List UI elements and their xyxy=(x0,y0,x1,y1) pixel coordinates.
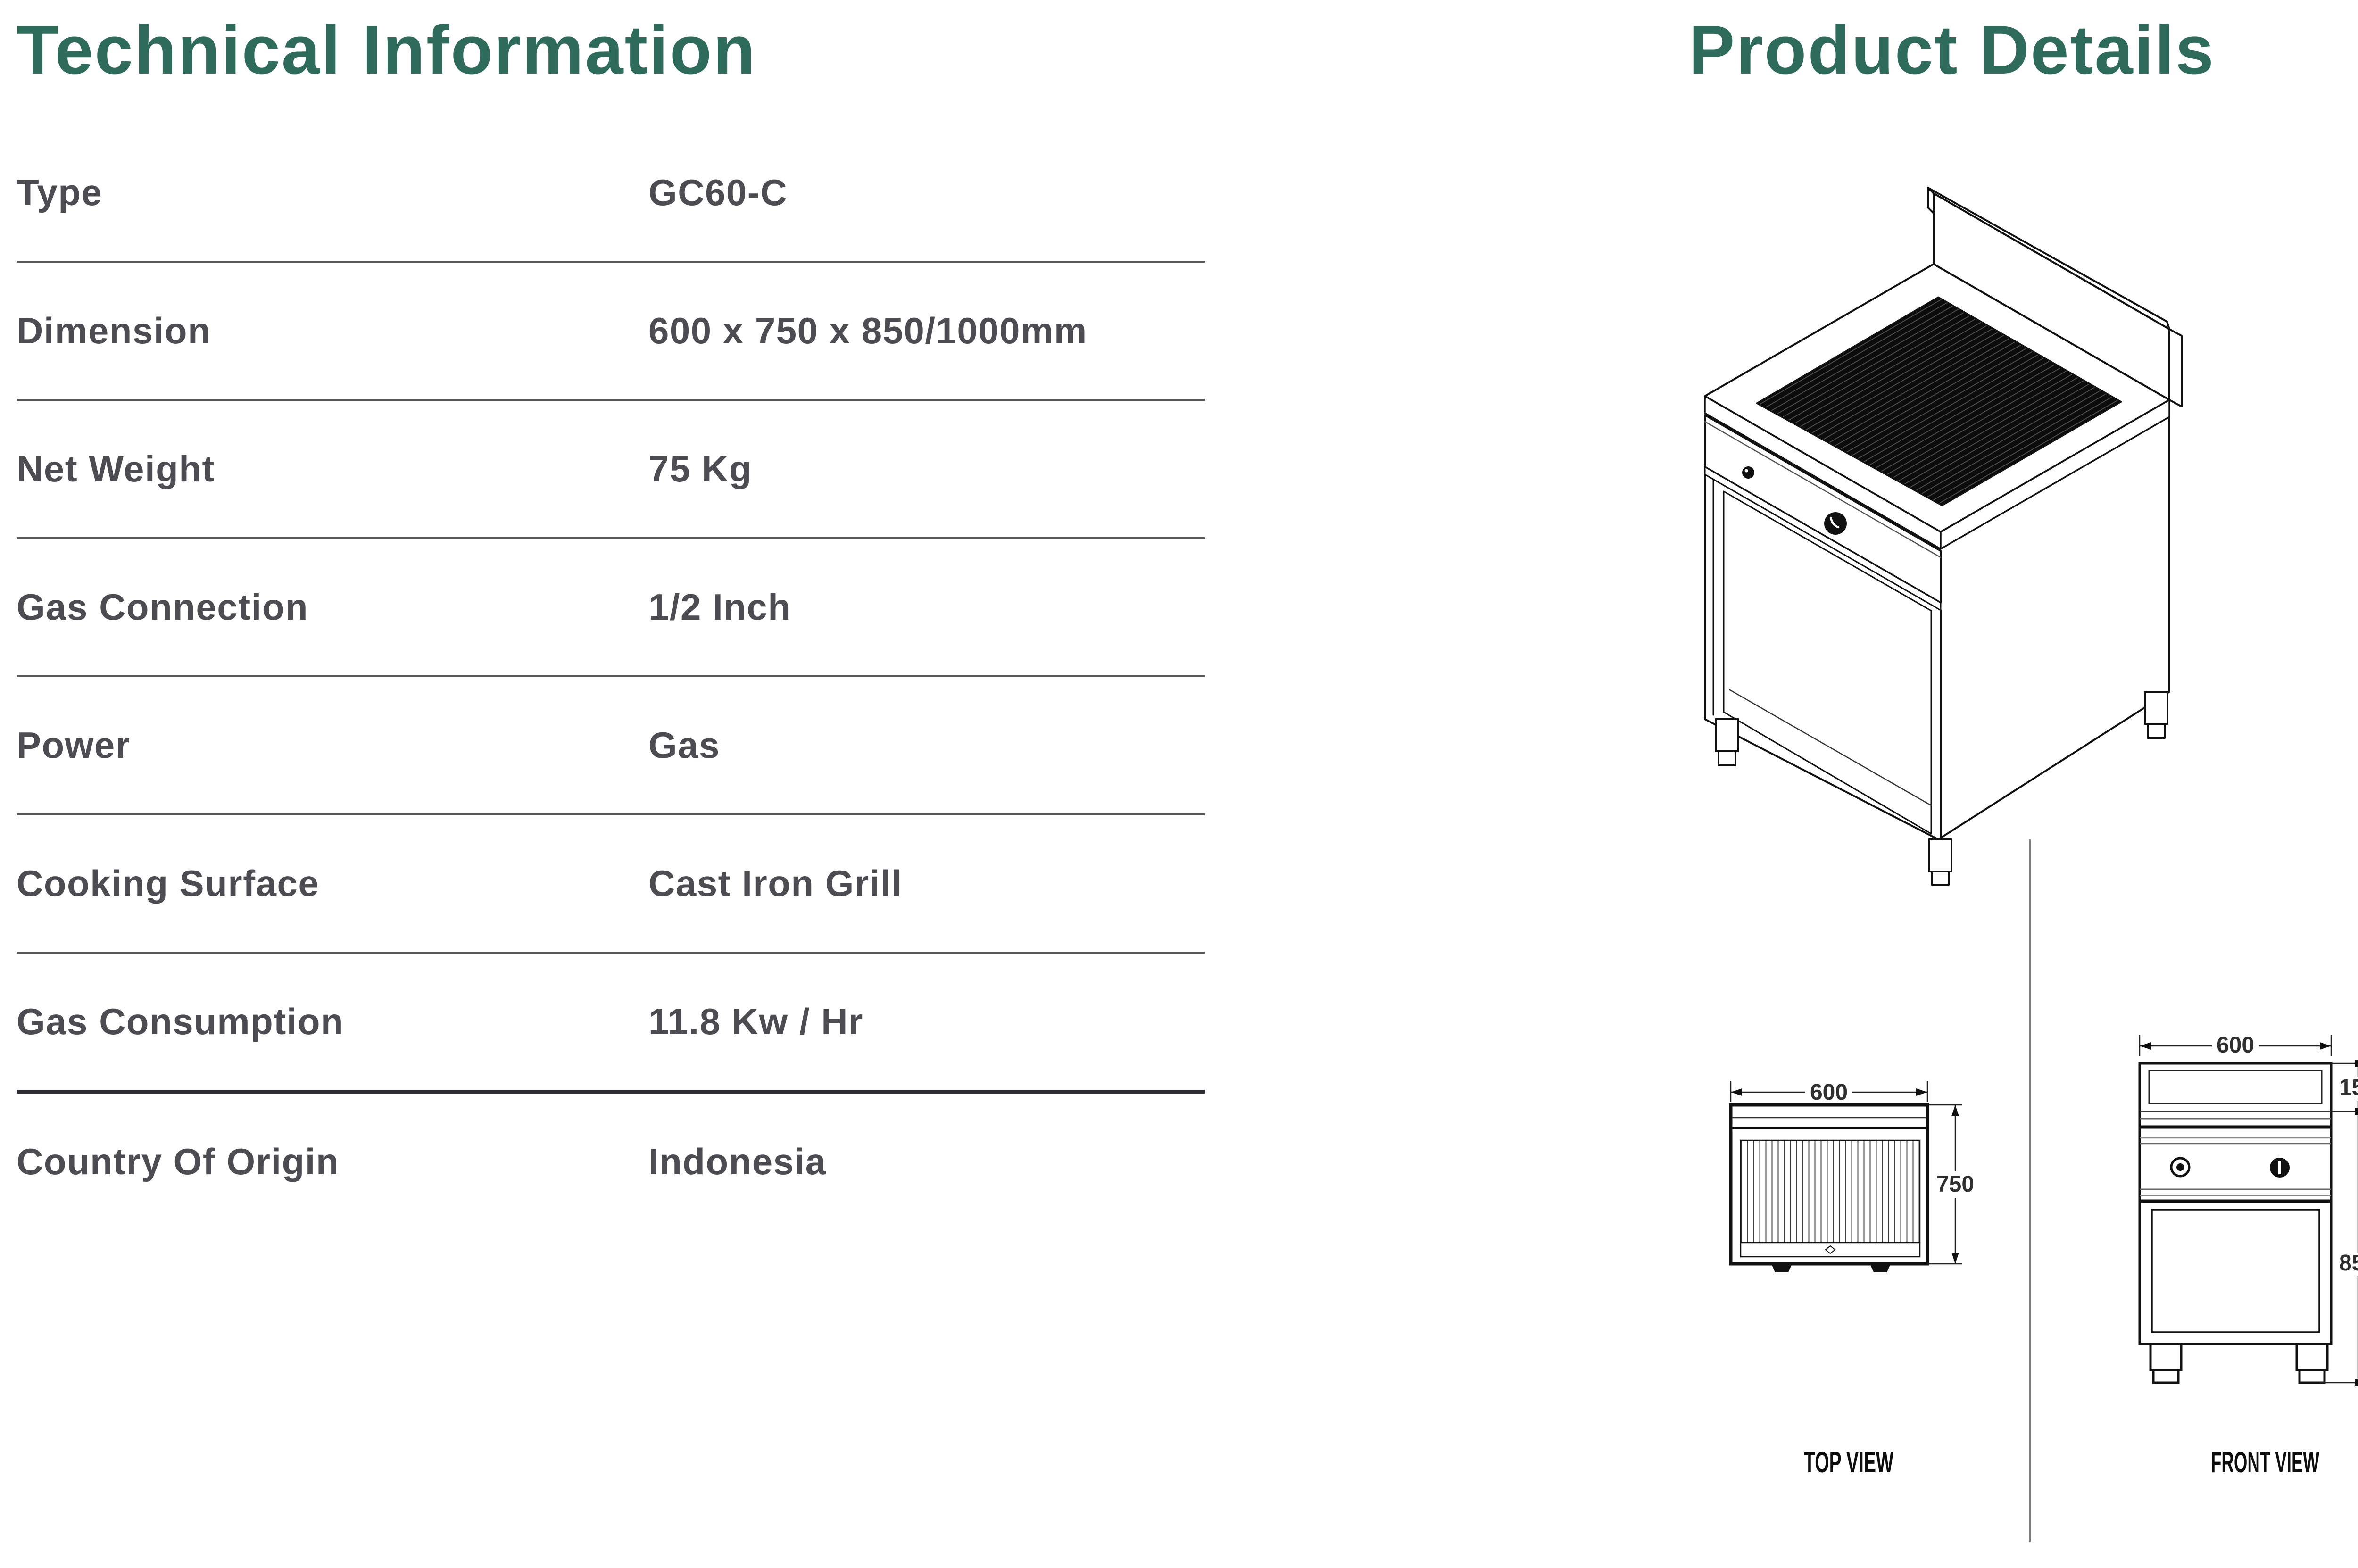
spec-label: Gas Connection xyxy=(17,586,309,628)
orthographic-views: 600 750 TOP VIEW 600 xyxy=(1729,839,2358,1542)
spec-row: Power Gas xyxy=(17,677,1205,815)
spec-row: Dimension 600 x 750 x 850/1000mm xyxy=(17,263,1205,401)
spec-row: Cooking Surface Cast Iron Grill xyxy=(17,815,1205,954)
spec-label: Cooking Surface xyxy=(17,863,320,904)
spec-table: Type GC60-C Dimension 600 x 750 x 850/10… xyxy=(17,124,1205,1230)
iso-cabinet-interior xyxy=(1723,490,1932,835)
spec-value: 1/2 Inch xyxy=(648,586,791,628)
iso-knob-left xyxy=(1742,466,1754,479)
spec-value: 11.8 Kw / Hr xyxy=(648,1001,863,1042)
spec-row: Country Of Origin Indonesia xyxy=(17,1094,1205,1230)
spec-label: Power xyxy=(17,724,131,766)
iso-backsplash-end xyxy=(2168,328,2183,407)
spec-label: Country Of Origin xyxy=(17,1141,340,1182)
spec-row: Gas Consumption 11.8 Kw / Hr xyxy=(17,954,1205,1094)
iso-grill-surface xyxy=(1756,296,2122,506)
front-view-body-label: 850 xyxy=(2339,1251,2358,1276)
front-view-drawing: 600 xyxy=(2138,1033,2358,1479)
spec-value: Indonesia xyxy=(648,1141,827,1182)
top-view-depth-label: 750 xyxy=(1936,1172,1974,1197)
spec-label: Type xyxy=(17,172,103,213)
front-view-width-label: 600 xyxy=(2217,1033,2254,1058)
top-view-width-label: 600 xyxy=(1810,1080,1848,1105)
spec-row: Gas Connection 1/2 Inch xyxy=(17,539,1205,677)
spec-label: Gas Consumption xyxy=(17,1001,344,1042)
iso-legs xyxy=(1715,691,2168,886)
spec-value: GC60-C xyxy=(648,172,788,213)
product-details-title: Product Details xyxy=(1689,11,2215,88)
top-view-drawing: 600 750 TOP VIEW xyxy=(1729,1079,1977,1479)
technical-information-title: Technical Information xyxy=(17,11,757,88)
spec-label: Net Weight xyxy=(17,448,215,489)
spec-row: Type GC60-C xyxy=(17,124,1205,263)
front-view-title: FRONT VIEW xyxy=(2211,1446,2319,1479)
top-view-title: TOP VIEW xyxy=(1804,1446,1893,1479)
spec-value: Cast Iron Grill xyxy=(648,863,903,904)
spec-row: Net Weight 75 Kg xyxy=(17,401,1205,539)
front-view-backsplash-label: 150 xyxy=(2339,1075,2358,1100)
spec-value: 600 x 750 x 850/1000mm xyxy=(648,310,1088,351)
isometric-product-drawing xyxy=(1704,187,2183,886)
spec-value: Gas xyxy=(648,724,720,766)
spec-label: Dimension xyxy=(17,310,211,351)
spec-value: 75 Kg xyxy=(648,448,752,489)
iso-knob-right xyxy=(1824,512,1847,535)
